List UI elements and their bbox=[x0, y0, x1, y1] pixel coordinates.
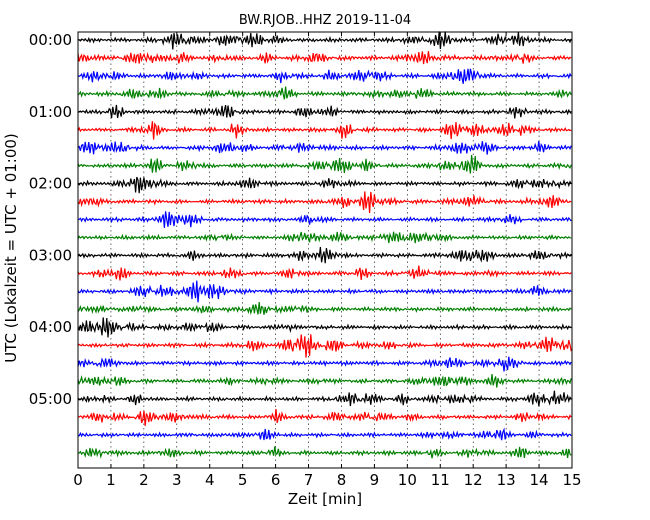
y-axis-label: UTC (Lokalzeit = UTC + 01:00) bbox=[2, 133, 20, 363]
x-tick-label: 10 bbox=[398, 471, 417, 489]
x-tick-label: 9 bbox=[370, 471, 380, 489]
x-tick-label: 3 bbox=[172, 471, 182, 489]
chart-title: BW.RJOB..HHZ 2019-11-04 bbox=[239, 13, 411, 28]
trace-17 bbox=[77, 334, 572, 358]
y-tick-label: 01:00 bbox=[29, 103, 72, 121]
trace-14 bbox=[77, 280, 572, 303]
x-tick-label: 8 bbox=[337, 471, 347, 489]
trace-15 bbox=[77, 302, 572, 316]
trace-9 bbox=[77, 191, 572, 214]
y-tick-label: 04:00 bbox=[29, 318, 72, 336]
trace-10 bbox=[77, 211, 572, 228]
trace-6 bbox=[77, 141, 572, 155]
x-tick-label: 7 bbox=[304, 471, 314, 489]
x-tick-label: 1 bbox=[106, 471, 116, 489]
trace-1 bbox=[77, 51, 572, 65]
trace-13 bbox=[77, 265, 572, 281]
trace-21 bbox=[77, 408, 572, 426]
trace-7 bbox=[77, 154, 572, 174]
trace-19 bbox=[77, 374, 572, 388]
trace-18 bbox=[77, 356, 572, 372]
y-tick-label: 05:00 bbox=[29, 390, 72, 408]
trace-11 bbox=[77, 231, 572, 244]
x-tick-label: 0 bbox=[73, 471, 83, 489]
trace-16 bbox=[77, 317, 572, 338]
trace-2 bbox=[77, 68, 572, 84]
y-axis-ticks: 00:00 01:00 02:00 03:00 04:00 05:00 bbox=[29, 31, 572, 408]
trace-23 bbox=[77, 446, 572, 459]
x-tick-label: 11 bbox=[431, 471, 450, 489]
trace-5 bbox=[77, 121, 572, 140]
trace-20 bbox=[77, 390, 572, 407]
x-axis-ticks: 0 1 2 3 4 5 6 7 8 9 10 11 12 13 14 15 bbox=[73, 32, 582, 489]
x-tick-label: 5 bbox=[238, 471, 248, 489]
x-tick-label: 14 bbox=[530, 471, 549, 489]
x-axis-label: Zeit [min] bbox=[288, 490, 362, 508]
y-tick-label: 02:00 bbox=[29, 175, 72, 193]
trace-12 bbox=[77, 246, 572, 264]
seismogram-traces bbox=[77, 31, 572, 459]
x-tick-label: 12 bbox=[464, 471, 483, 489]
x-tick-label: 13 bbox=[497, 471, 516, 489]
trace-3 bbox=[77, 86, 572, 100]
x-tick-label: 4 bbox=[205, 471, 215, 489]
x-tick-label: 15 bbox=[562, 471, 581, 489]
plot-frame bbox=[77, 31, 573, 469]
x-tick-label: 2 bbox=[139, 471, 149, 489]
trace-0 bbox=[77, 31, 572, 50]
y-tick-label: 03:00 bbox=[29, 246, 72, 264]
trace-22 bbox=[77, 427, 572, 441]
trace-8 bbox=[77, 176, 572, 194]
trace-4 bbox=[77, 104, 572, 119]
y-tick-label: 00:00 bbox=[29, 31, 72, 49]
x-tick-label: 6 bbox=[271, 471, 281, 489]
vertical-grid-lines bbox=[110, 32, 540, 468]
